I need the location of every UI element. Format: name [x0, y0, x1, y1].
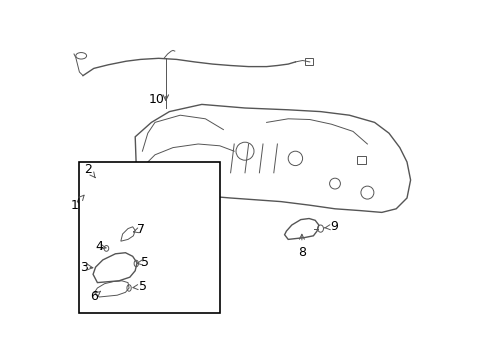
Text: 3: 3	[80, 261, 88, 274]
Bar	[79, 162, 220, 313]
Text: 1: 1	[71, 195, 84, 212]
Bar	[305, 58, 314, 65]
Text: 6: 6	[90, 291, 100, 303]
Text: 7: 7	[133, 223, 145, 236]
Text: 4: 4	[95, 240, 106, 253]
Text: 2: 2	[84, 163, 95, 178]
Text: 5: 5	[137, 256, 149, 269]
Bar	[357, 156, 366, 164]
Text: 10: 10	[149, 93, 165, 105]
Text: 5: 5	[133, 280, 147, 293]
Text: 8: 8	[298, 234, 306, 258]
Text: 9: 9	[325, 220, 338, 233]
